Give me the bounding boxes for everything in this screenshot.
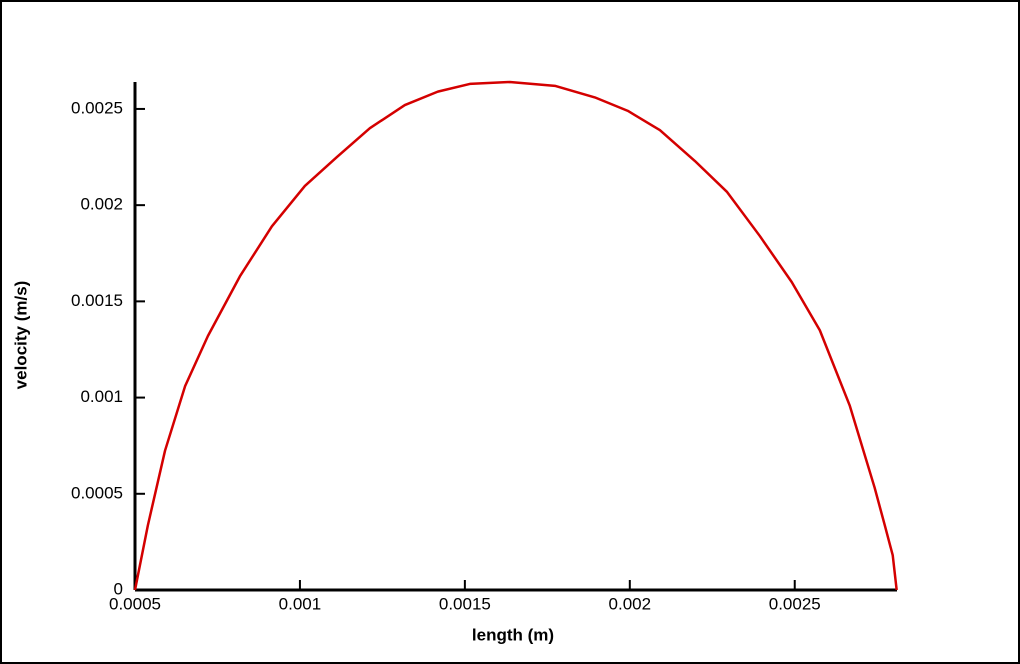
x-tick-label: 0.0015 [439, 594, 491, 613]
x-axis-title: length (m) [472, 625, 554, 644]
y-axis-title: velocity (m/s) [11, 281, 30, 390]
y-tick-label: 0 [114, 579, 123, 598]
x-tick-label: 0.001 [279, 594, 322, 613]
y-tick-label: 0.0025 [71, 98, 123, 117]
line-series [133, 80, 898, 591]
x-tick-label: 0.0005 [109, 594, 161, 613]
y-tick-label: 0.0015 [71, 291, 123, 310]
y-tick-label: 0.0005 [71, 483, 123, 502]
x-tick-label: 0.002 [609, 594, 652, 613]
x-tick-label: 0.0025 [769, 594, 821, 613]
y-tick-label: 0.001 [80, 387, 123, 406]
y-tick-label: 0.002 [80, 195, 123, 214]
